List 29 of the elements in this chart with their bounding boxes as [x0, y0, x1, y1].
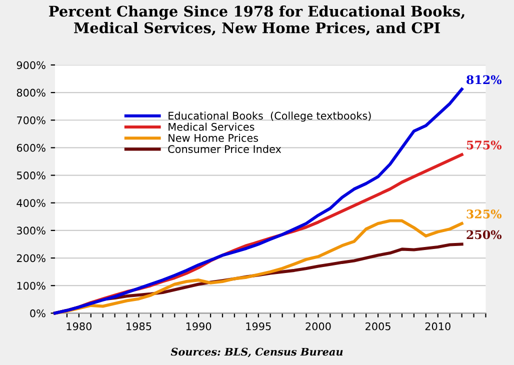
data-label: 812% — [466, 75, 502, 84]
y-tick-label: 100% — [17, 282, 46, 290]
chart-title: Percent Change Since 1978 for Educational Books, Medical Services, New Home Prices, and CPI — [49, 5, 464, 36]
data-label: 325% — [466, 210, 502, 218]
y-tick-label: 300% — [16, 226, 46, 235]
x-tick-label: 2005 — [366, 322, 390, 330]
y-tick-label: 900% — [16, 61, 46, 70]
x-tick-label: 1990 — [186, 322, 212, 330]
y-tick-label: 200% — [16, 254, 46, 262]
y-tick-label: 0% — [30, 309, 46, 318]
y-tick-label: 800% — [16, 88, 46, 97]
y-tick-label: 400% — [16, 199, 46, 207]
y-tick-label: 600% — [16, 144, 46, 152]
data-label: 575% — [466, 140, 502, 150]
legend-label: Educational Books (College textbooks) — [168, 112, 371, 122]
line-series — [53, 88, 464, 315]
x-tick-label: 1995 — [246, 322, 271, 330]
y-tick-label: 700% — [17, 116, 46, 124]
x-tick-label: 1980 — [66, 322, 92, 330]
x-tick-label: 2000 — [306, 322, 331, 330]
data-label: 250% — [466, 230, 502, 240]
source-note: Sources: BLS, Census Bureau — [170, 348, 343, 358]
x-tick-label: 2010 — [425, 322, 450, 330]
legend-label: New Home Prices — [168, 134, 258, 142]
legend-label: Medical Services — [168, 122, 254, 131]
line-series — [53, 219, 464, 315]
x-tick-label: 1985 — [126, 322, 152, 330]
y-tick-label: 500% — [16, 172, 46, 180]
legend-label: Consumer Price Index — [168, 144, 282, 154]
